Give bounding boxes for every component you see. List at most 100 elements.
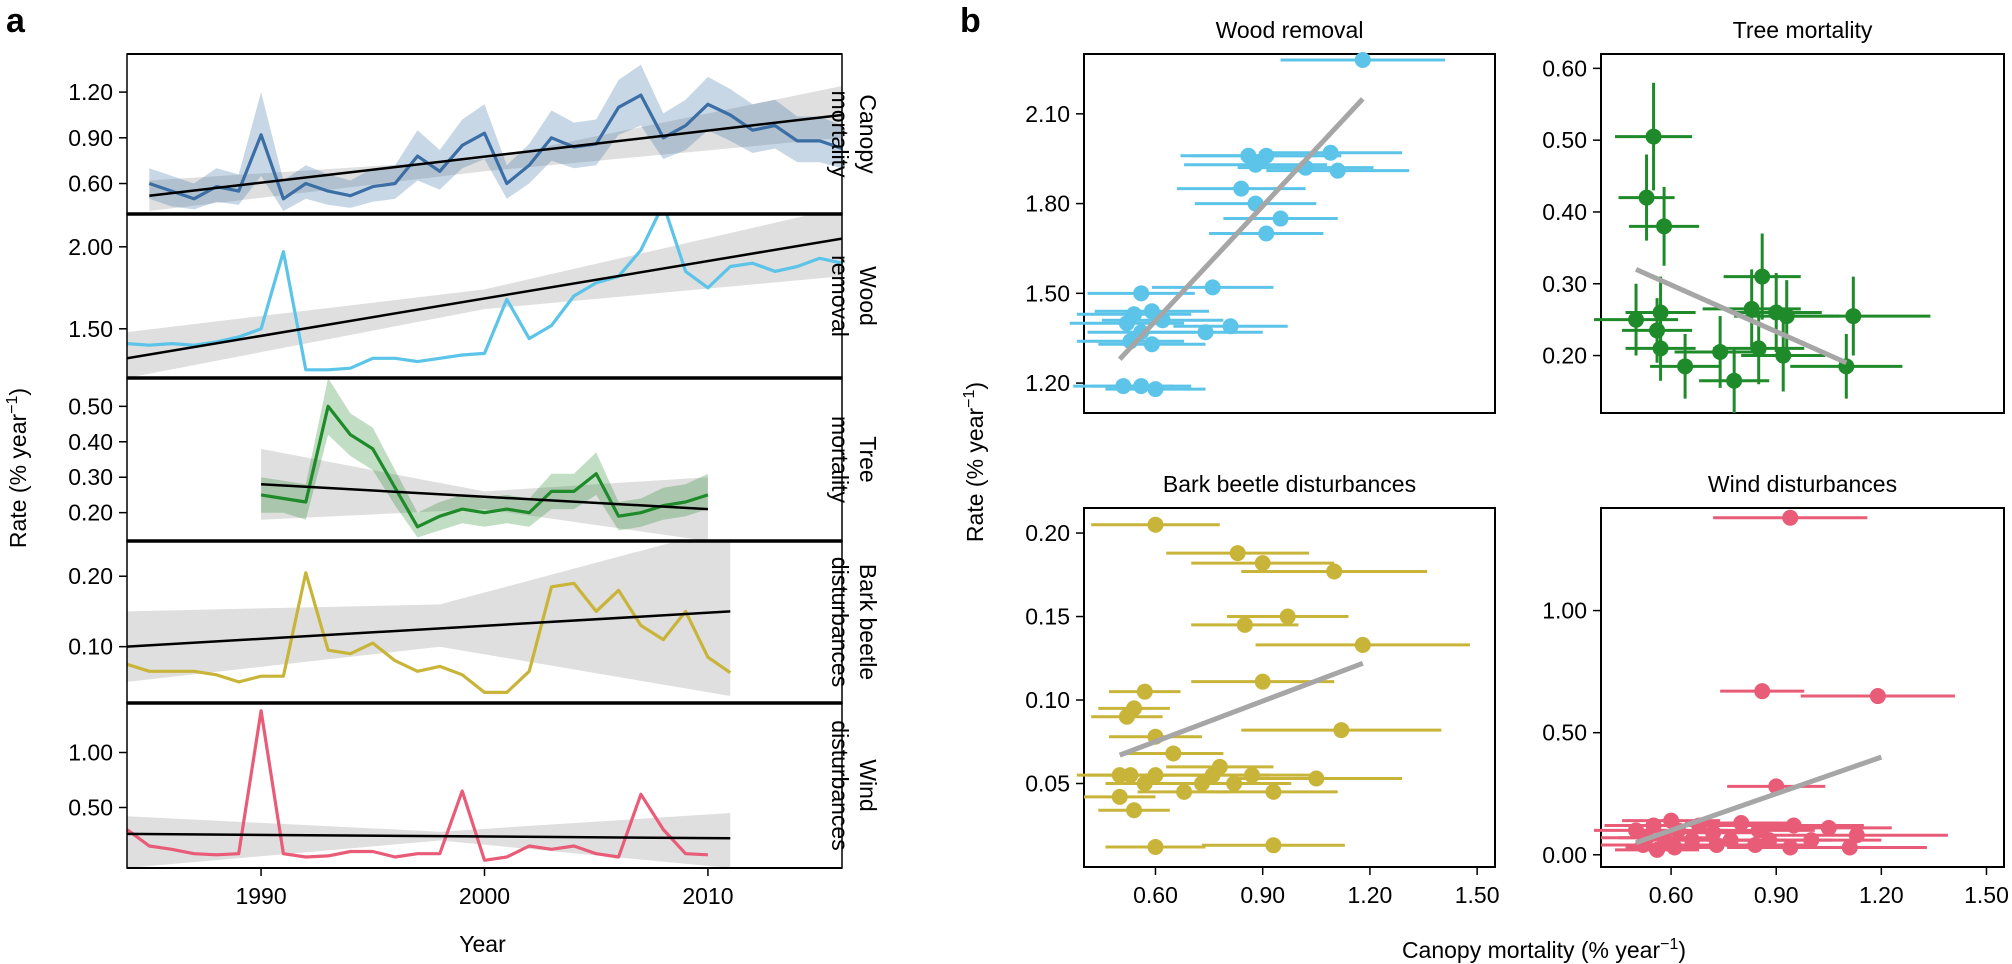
x-axis-label-b: Canopy mortality (% year−1) xyxy=(1402,936,1686,963)
y-tick-label-beetle: 0.20 xyxy=(68,563,113,589)
x-tick-label-b: 0.60 xyxy=(1649,882,1694,908)
scatter-point-beetle xyxy=(1105,775,1185,792)
scatter-point-tree xyxy=(1650,334,1721,399)
scatter-point-beetle xyxy=(1255,636,1470,653)
x-axis-label-a: Year xyxy=(459,931,506,957)
subplot-b-beetle: Bark beetle disturbances 0.05 0.10 0.15 0.20… xyxy=(1025,471,1499,908)
scatter-point-beetle xyxy=(1201,837,1345,854)
scatter-point-tree xyxy=(1629,186,1700,266)
y-tick-label-b: 0.40 xyxy=(1542,199,1587,225)
scatter-point-beetle xyxy=(1105,838,1206,855)
plot-area-tree xyxy=(260,378,709,541)
x-tick-label-b: 0.60 xyxy=(1133,882,1178,908)
x-tick-label-a: 1990 xyxy=(235,883,286,909)
point-marker xyxy=(1750,822,1767,839)
y-axis-label-a: Rate (% year−1) xyxy=(4,388,31,548)
scatter-point-tree xyxy=(1615,82,1693,191)
y-tick-label-b: 0.50 xyxy=(1542,720,1587,746)
subplot-label-canopy: Canopymortality xyxy=(827,91,881,178)
point-marker xyxy=(1333,722,1350,739)
series-line-beetle xyxy=(127,571,732,695)
subplot-a-beetle: 0.10 0.20 Bark beetledisturbances xyxy=(68,539,881,704)
scatter-point-wood xyxy=(1209,225,1324,242)
scatter-point-wood xyxy=(1098,336,1206,353)
y-tick-label-b: 2.10 xyxy=(1025,101,1070,127)
series-line-canopy xyxy=(148,93,842,201)
trend-line-tree xyxy=(260,483,709,511)
point-marker xyxy=(1649,841,1666,858)
x-tick-label-b: 0.90 xyxy=(1240,882,1285,908)
series-line-tree xyxy=(260,404,709,529)
subplot-title-wind: Wind disturbances xyxy=(1708,471,1897,497)
trend-band-wood xyxy=(127,214,842,378)
subplot-b-tree: Tree mortality 0.20 0.30 0.40 0.50 0.60 xyxy=(1542,17,2005,414)
point-marker xyxy=(1782,509,1799,526)
point-marker xyxy=(1240,147,1257,164)
x-tick-label-b: 1.50 xyxy=(1964,882,2009,908)
y-tick-label-b: 1.00 xyxy=(1542,598,1587,624)
point-marker xyxy=(1656,218,1673,235)
trend-line-canopy xyxy=(149,113,842,197)
y-tick-label-b: 1.50 xyxy=(1025,280,1070,306)
subplot-label-beetle: Bark beetledisturbances xyxy=(827,557,881,687)
scatter-point-beetle xyxy=(1084,788,1156,805)
point-marker xyxy=(1258,225,1275,242)
scatter-point-wind xyxy=(1800,688,1955,705)
scatter-point-wind xyxy=(1615,841,1700,858)
trend-band-tree xyxy=(261,448,708,541)
y-tick-label-beetle: 0.10 xyxy=(68,634,113,660)
scatter-point-beetle xyxy=(1166,545,1310,562)
plot-area-beetle xyxy=(127,541,732,696)
point-marker xyxy=(1354,636,1371,653)
point-marker xyxy=(1147,516,1164,533)
scatter-point-tree xyxy=(1723,233,1801,320)
subplot-b-wood: Wood removal 1.20 1.50 1.80 2.10 xyxy=(1025,17,1496,414)
point-marker xyxy=(1329,162,1346,179)
scatter-point-wood xyxy=(1280,51,1445,68)
series-line-wood xyxy=(127,214,842,372)
scatter-point-tree xyxy=(1776,276,1931,356)
point-marker xyxy=(1869,688,1886,705)
point-marker xyxy=(1165,745,1182,762)
y-tick-label-b: 0.05 xyxy=(1025,771,1070,797)
point-marker xyxy=(1143,336,1160,353)
subplot-title-wood: Wood removal xyxy=(1216,17,1364,43)
scatter-point-beetle xyxy=(1226,608,1349,625)
scatter-point-wood xyxy=(1094,303,1210,320)
y-tick-label-wood: 1.50 xyxy=(68,316,113,342)
subplot-b-wind: Wind disturbances 0.00 0.50 1.00 0.60 0.90 1.2… xyxy=(1542,471,2009,908)
y-tick-label-canopy: 0.60 xyxy=(68,171,113,197)
x-tick-label-b: 0.90 xyxy=(1754,882,1799,908)
x-tick-label-b: 1.20 xyxy=(1348,882,1393,908)
y-tick-label-b: 0.60 xyxy=(1542,55,1587,81)
x-tick-label-a: 2010 xyxy=(682,883,733,909)
point-marker xyxy=(1176,783,1193,800)
subplot-frame-b-wood xyxy=(1083,53,1496,414)
y-tick-label-wood: 2.00 xyxy=(68,234,113,260)
point-marker xyxy=(1136,683,1153,700)
y-axis-label-b: Rate (% year−1) xyxy=(961,382,988,542)
point-marker xyxy=(1111,788,1128,805)
scatter-point-wind xyxy=(1702,822,1815,839)
y-tick-label-b: 1.20 xyxy=(1025,370,1070,396)
point-marker xyxy=(1243,767,1260,784)
subplot-frame-b-wind xyxy=(1600,507,2005,868)
scatter-point-beetle xyxy=(1191,555,1335,572)
trend-line-wood xyxy=(127,237,842,360)
scatter-point-wood xyxy=(1180,147,1317,164)
point-marker xyxy=(1677,358,1694,375)
x-tick-label-b: 1.50 xyxy=(1455,882,1500,908)
scatter-point-beetle xyxy=(1123,745,1224,762)
scatter-point-wind xyxy=(1765,819,1892,836)
y-tick-label-tree: 0.20 xyxy=(68,500,113,526)
scatter-point-tree xyxy=(1741,319,1826,392)
scatter-point-beetle xyxy=(1191,616,1299,633)
scatter-point-wind xyxy=(1713,509,1868,526)
panel-b-scatter-grid: Wood removal 1.20 1.50 1.80 2.10 Tree mortali… xyxy=(961,17,2009,963)
point-marker xyxy=(1204,279,1221,296)
scatter-point-wood xyxy=(1223,210,1338,227)
point-marker xyxy=(1754,683,1771,700)
scatter-point-wood xyxy=(1091,378,1192,395)
trend-line-b-wind xyxy=(1635,754,1883,845)
